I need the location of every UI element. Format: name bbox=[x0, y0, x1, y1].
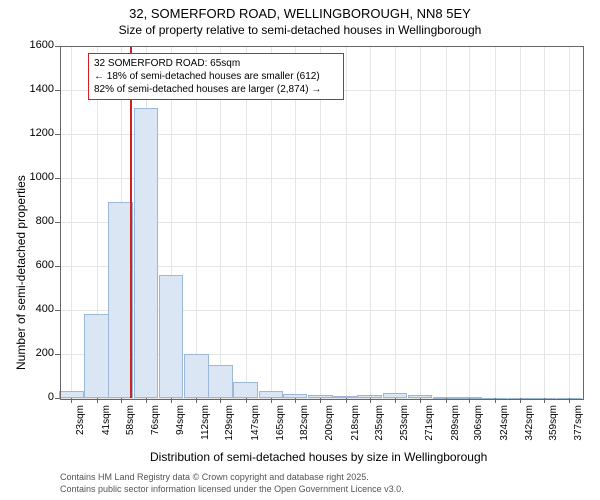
histogram-chart: 32, SOMERFORD ROAD, WELLINGBOROUGH, NN8 … bbox=[0, 0, 600, 500]
y-axis-label: Number of semi-detached properties bbox=[14, 175, 28, 370]
xtick-label: 23sqm bbox=[75, 405, 86, 445]
ytick-label: 400 bbox=[18, 303, 54, 315]
xtick-label: 377sqm bbox=[573, 405, 584, 445]
xtick bbox=[395, 398, 396, 403]
xtick bbox=[295, 398, 296, 403]
histogram-bar bbox=[134, 108, 159, 398]
ytick bbox=[55, 134, 60, 135]
ytick-label: 1200 bbox=[18, 127, 54, 139]
annotation-box: 32 SOMERFORD ROAD: 65sqm← 18% of semi-de… bbox=[88, 53, 344, 100]
ytick bbox=[55, 46, 60, 47]
xtick-label: 200sqm bbox=[324, 405, 335, 445]
xtick bbox=[246, 398, 247, 403]
ytick bbox=[55, 310, 60, 311]
histogram-bar bbox=[208, 365, 233, 398]
ytick bbox=[55, 222, 60, 223]
xtick-label: 324sqm bbox=[499, 405, 510, 445]
xtick bbox=[520, 398, 521, 403]
gridline-v bbox=[520, 46, 521, 398]
annotation-line: ← 18% of semi-detached houses are smalle… bbox=[94, 70, 338, 83]
xtick-label: 342sqm bbox=[524, 405, 535, 445]
xtick-label: 112sqm bbox=[200, 405, 211, 445]
ytick bbox=[55, 90, 60, 91]
xtick bbox=[544, 398, 545, 403]
histogram-bar bbox=[233, 382, 258, 399]
ytick-label: 600 bbox=[18, 259, 54, 271]
gridline-v bbox=[495, 46, 496, 398]
xtick bbox=[320, 398, 321, 403]
xtick bbox=[271, 398, 272, 403]
xtick-label: 235sqm bbox=[374, 405, 385, 445]
xtick-label: 271sqm bbox=[424, 405, 435, 445]
ytick-label: 200 bbox=[18, 347, 54, 359]
xtick bbox=[370, 398, 371, 403]
ytick bbox=[55, 398, 60, 399]
xtick bbox=[196, 398, 197, 403]
xtick-label: 218sqm bbox=[350, 405, 361, 445]
xtick-label: 182sqm bbox=[299, 405, 310, 445]
ytick-label: 1000 bbox=[18, 171, 54, 183]
xtick bbox=[469, 398, 470, 403]
xtick-label: 129sqm bbox=[224, 405, 235, 445]
xtick bbox=[97, 398, 98, 403]
histogram-bar bbox=[84, 314, 109, 398]
gridline-v bbox=[446, 46, 447, 398]
xtick-label: 253sqm bbox=[399, 405, 410, 445]
footer-line-2: Contains public sector information licen… bbox=[60, 484, 404, 494]
footer-line-1: Contains HM Land Registry data © Crown c… bbox=[60, 472, 369, 482]
ytick-label: 1600 bbox=[18, 39, 54, 51]
gridline-v bbox=[370, 46, 371, 398]
xtick-label: 58sqm bbox=[125, 405, 136, 445]
gridline-v bbox=[469, 46, 470, 398]
ytick bbox=[55, 354, 60, 355]
ytick bbox=[55, 178, 60, 179]
histogram-bar bbox=[159, 275, 184, 398]
gridline-v bbox=[346, 46, 347, 398]
ytick-label: 1400 bbox=[18, 83, 54, 95]
ytick-label: 800 bbox=[18, 215, 54, 227]
gridline-v bbox=[420, 46, 421, 398]
histogram-bar bbox=[108, 202, 133, 398]
xtick bbox=[420, 398, 421, 403]
gridline-v bbox=[71, 46, 72, 398]
annotation-line: 82% of semi-detached houses are larger (… bbox=[94, 83, 338, 96]
xtick bbox=[446, 398, 447, 403]
gridline-v bbox=[544, 46, 545, 398]
x-axis-label: Distribution of semi-detached houses by … bbox=[150, 450, 487, 464]
histogram-bar bbox=[259, 391, 284, 398]
xtick-label: 41sqm bbox=[101, 405, 112, 445]
chart-subtitle: Size of property relative to semi-detach… bbox=[0, 23, 600, 37]
xtick bbox=[346, 398, 347, 403]
xtick-label: 147sqm bbox=[250, 405, 261, 445]
chart-title: 32, SOMERFORD ROAD, WELLINGBOROUGH, NN8 … bbox=[0, 6, 600, 21]
xtick bbox=[495, 398, 496, 403]
xtick bbox=[121, 398, 122, 403]
xtick-label: 306sqm bbox=[473, 405, 484, 445]
histogram-bar bbox=[184, 354, 209, 398]
gridline-v bbox=[569, 46, 570, 398]
xtick-label: 165sqm bbox=[275, 405, 286, 445]
xtick bbox=[171, 398, 172, 403]
ytick bbox=[55, 266, 60, 267]
ytick-label: 0 bbox=[18, 391, 54, 403]
xtick-label: 94sqm bbox=[175, 405, 186, 445]
xtick bbox=[71, 398, 72, 403]
histogram-bar bbox=[59, 391, 84, 398]
xtick-label: 359sqm bbox=[548, 405, 559, 445]
annotation-line: 32 SOMERFORD ROAD: 65sqm bbox=[94, 57, 338, 70]
gridline-v bbox=[395, 46, 396, 398]
xtick-label: 289sqm bbox=[450, 405, 461, 445]
xtick bbox=[220, 398, 221, 403]
xtick bbox=[569, 398, 570, 403]
xtick-label: 76sqm bbox=[150, 405, 161, 445]
xtick bbox=[146, 398, 147, 403]
